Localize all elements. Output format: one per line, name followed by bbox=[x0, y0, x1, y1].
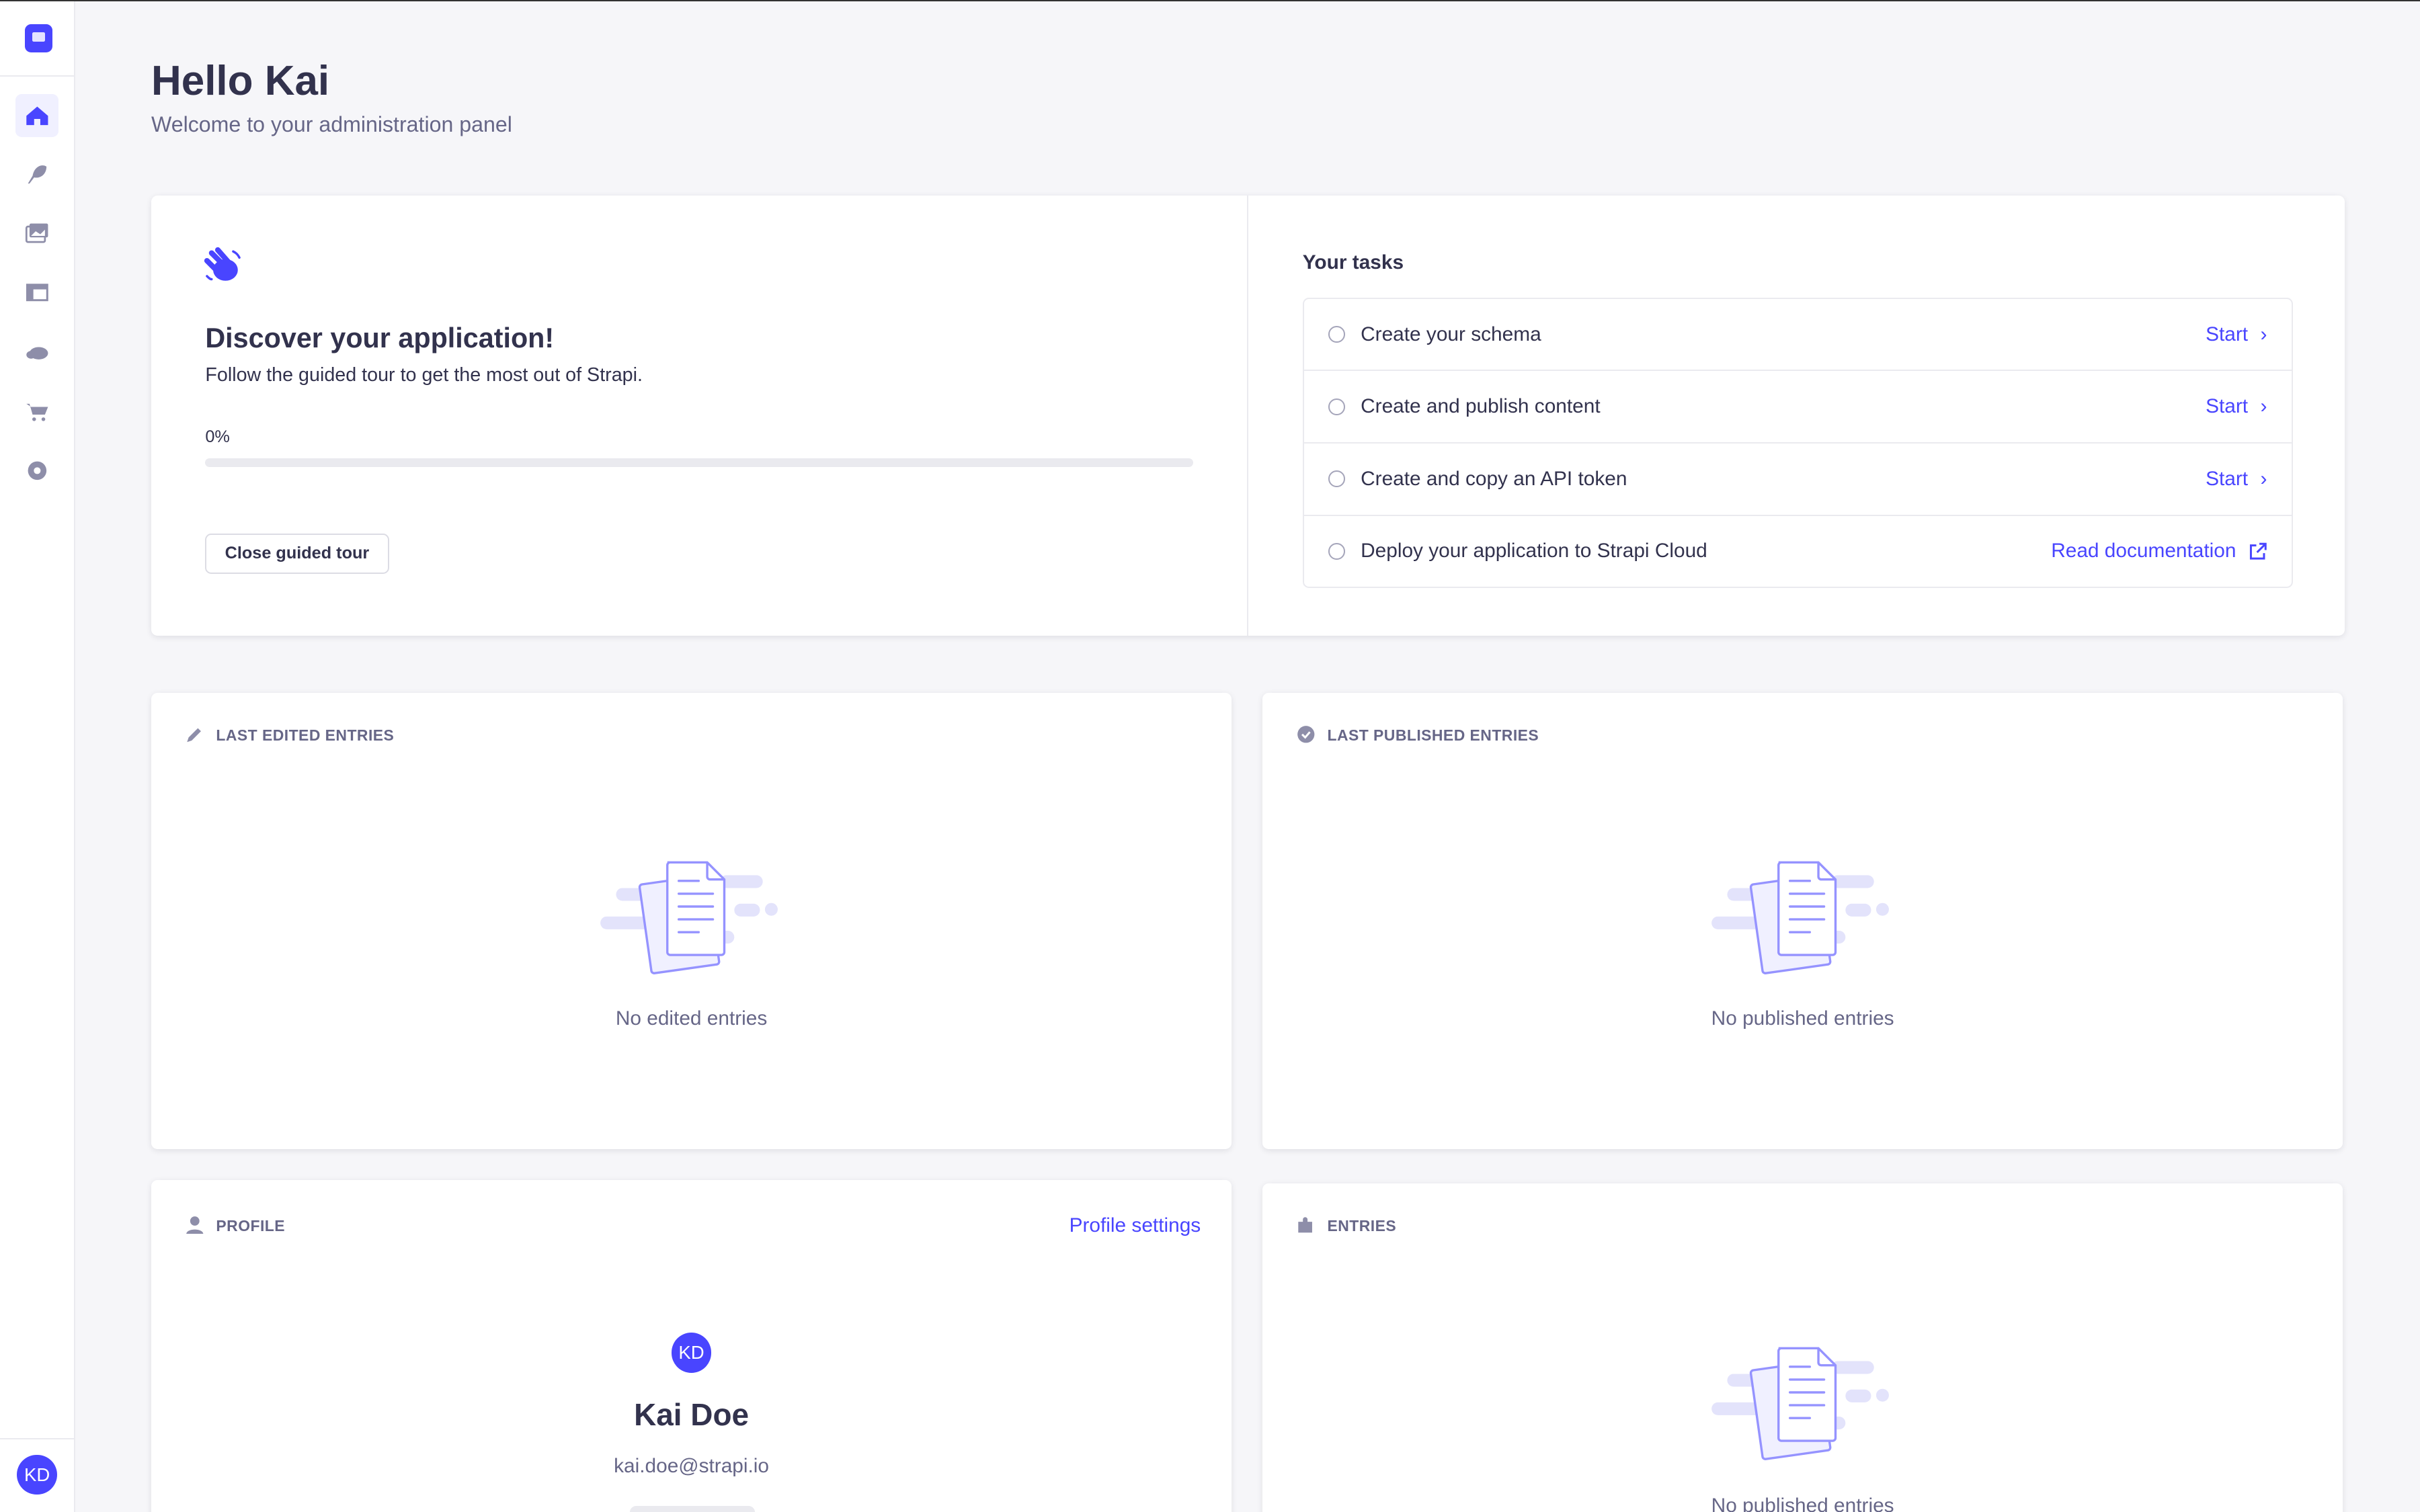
profile-name: Kai Doe bbox=[634, 1396, 750, 1432]
sidebar-item-media-library[interactable] bbox=[15, 211, 58, 254]
pencil-icon bbox=[186, 728, 201, 743]
task-item: Create and publish content Start › bbox=[1303, 370, 2292, 442]
sidebar-item-settings[interactable] bbox=[15, 449, 58, 492]
tour-title: Discover your application! bbox=[205, 322, 555, 353]
home-icon bbox=[26, 106, 48, 125]
read-documentation-link[interactable]: Read documentation bbox=[2051, 540, 2267, 562]
task-action-label: Start bbox=[2206, 467, 2249, 490]
gear-icon bbox=[28, 461, 46, 480]
empty-documents-illustration bbox=[600, 861, 778, 974]
task-item: Create your schema Start › bbox=[1304, 299, 2292, 370]
cloud-icon bbox=[26, 347, 48, 360]
task-action-label: Start bbox=[2206, 395, 2249, 418]
profile-avatar: KD bbox=[671, 1333, 712, 1374]
external-link-icon bbox=[2249, 542, 2267, 560]
divider bbox=[0, 1437, 75, 1439]
task-label: Create and copy an API token bbox=[1361, 467, 1627, 490]
images-icon bbox=[25, 223, 48, 243]
entries-widget: Entries No published entries bbox=[1262, 1183, 2343, 1512]
task-status-circle[interactable] bbox=[1328, 326, 1346, 343]
profile-settings-link[interactable]: Profile settings bbox=[1069, 1214, 1201, 1236]
task-item: Deploy your application to Strapi Cloud R… bbox=[1303, 514, 2292, 587]
user-avatar[interactable]: KD bbox=[17, 1454, 57, 1495]
sidebar: KD bbox=[0, 1, 76, 1512]
profile-email: kai.doe@strapi.io bbox=[614, 1454, 770, 1477]
user-icon bbox=[186, 1216, 203, 1234]
task-label: Create your schema bbox=[1361, 323, 1541, 345]
task-label: Create and publish content bbox=[1361, 395, 1601, 418]
empty-documents-illustration bbox=[1711, 861, 1889, 974]
guided-tour-card: Discover your application! Follow the gu… bbox=[151, 196, 2345, 636]
last-edited-widget: Last edited entries No edited entries bbox=[151, 692, 1232, 1150]
chevron-right-icon: › bbox=[2260, 467, 2267, 490]
chevron-right-icon: › bbox=[2260, 395, 2267, 418]
sidebar-item-deploy[interactable] bbox=[15, 330, 58, 373]
task-status-circle[interactable] bbox=[1328, 398, 1346, 415]
task-item: Create and copy an API token Start › bbox=[1303, 442, 2292, 515]
task-start-link[interactable]: Start › bbox=[2206, 323, 2267, 346]
empty-state-text: No published entries bbox=[1711, 1495, 1894, 1512]
strapi-logo[interactable] bbox=[24, 24, 53, 52]
cart-icon bbox=[26, 404, 48, 421]
page-subtitle: Welcome to your administration panel bbox=[151, 112, 512, 137]
progress-bar bbox=[205, 458, 1193, 468]
profile-widget: Profile Profile settings KD Kai Doe kai.… bbox=[151, 1180, 1232, 1512]
waving-hand-icon bbox=[204, 247, 241, 281]
task-action-label: Read documentation bbox=[2051, 540, 2236, 562]
last-published-widget: Last published entries No published entr… bbox=[1262, 692, 2343, 1150]
sidebar-item-marketplace[interactable] bbox=[15, 390, 58, 433]
close-guided-tour-button[interactable]: Close guided tour bbox=[205, 534, 389, 574]
tour-description: Follow the guided tour to get the most o… bbox=[205, 364, 643, 386]
page-title: Hello Kai bbox=[151, 57, 330, 104]
check-circle-icon bbox=[1297, 725, 1314, 743]
task-status-circle[interactable] bbox=[1328, 470, 1346, 488]
divider bbox=[1247, 196, 1249, 636]
puzzle-icon bbox=[1297, 1217, 1312, 1233]
feather-icon bbox=[28, 165, 46, 183]
layout-icon bbox=[26, 283, 48, 301]
sidebar-item-home[interactable] bbox=[15, 93, 59, 138]
profile-role-badge bbox=[629, 1505, 755, 1512]
task-action-label: Start bbox=[2206, 323, 2249, 345]
widget-title: Entries bbox=[1327, 1217, 1397, 1235]
divider bbox=[0, 75, 75, 77]
task-status-circle[interactable] bbox=[1328, 543, 1346, 560]
task-start-link[interactable]: Start › bbox=[2206, 468, 2267, 491]
sidebar-item-content-manager[interactable] bbox=[15, 271, 58, 314]
empty-state-text: No edited entries bbox=[615, 1007, 768, 1030]
tasks-title: Your tasks bbox=[1302, 251, 1404, 274]
task-start-link[interactable]: Start › bbox=[2206, 395, 2267, 418]
progress-label: 0% bbox=[205, 427, 230, 446]
empty-state-text: No published entries bbox=[1711, 1007, 1894, 1030]
widget-title: Last published entries bbox=[1327, 726, 1539, 745]
tasks-list: Create your schema Start › Create and publ… bbox=[1302, 297, 2294, 589]
task-label: Deploy your application to Strapi Cloud bbox=[1361, 540, 1707, 562]
widget-title: Profile bbox=[216, 1217, 286, 1235]
empty-documents-illustration bbox=[1711, 1347, 1889, 1460]
chevron-right-icon: › bbox=[2260, 323, 2267, 345]
sidebar-item-content-type-builder[interactable] bbox=[15, 153, 58, 196]
widget-title: Last edited entries bbox=[216, 726, 395, 745]
